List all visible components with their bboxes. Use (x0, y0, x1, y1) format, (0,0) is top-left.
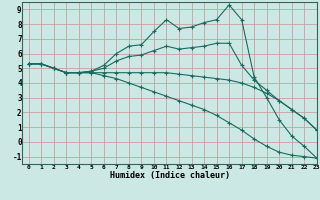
X-axis label: Humidex (Indice chaleur): Humidex (Indice chaleur) (110, 171, 230, 180)
